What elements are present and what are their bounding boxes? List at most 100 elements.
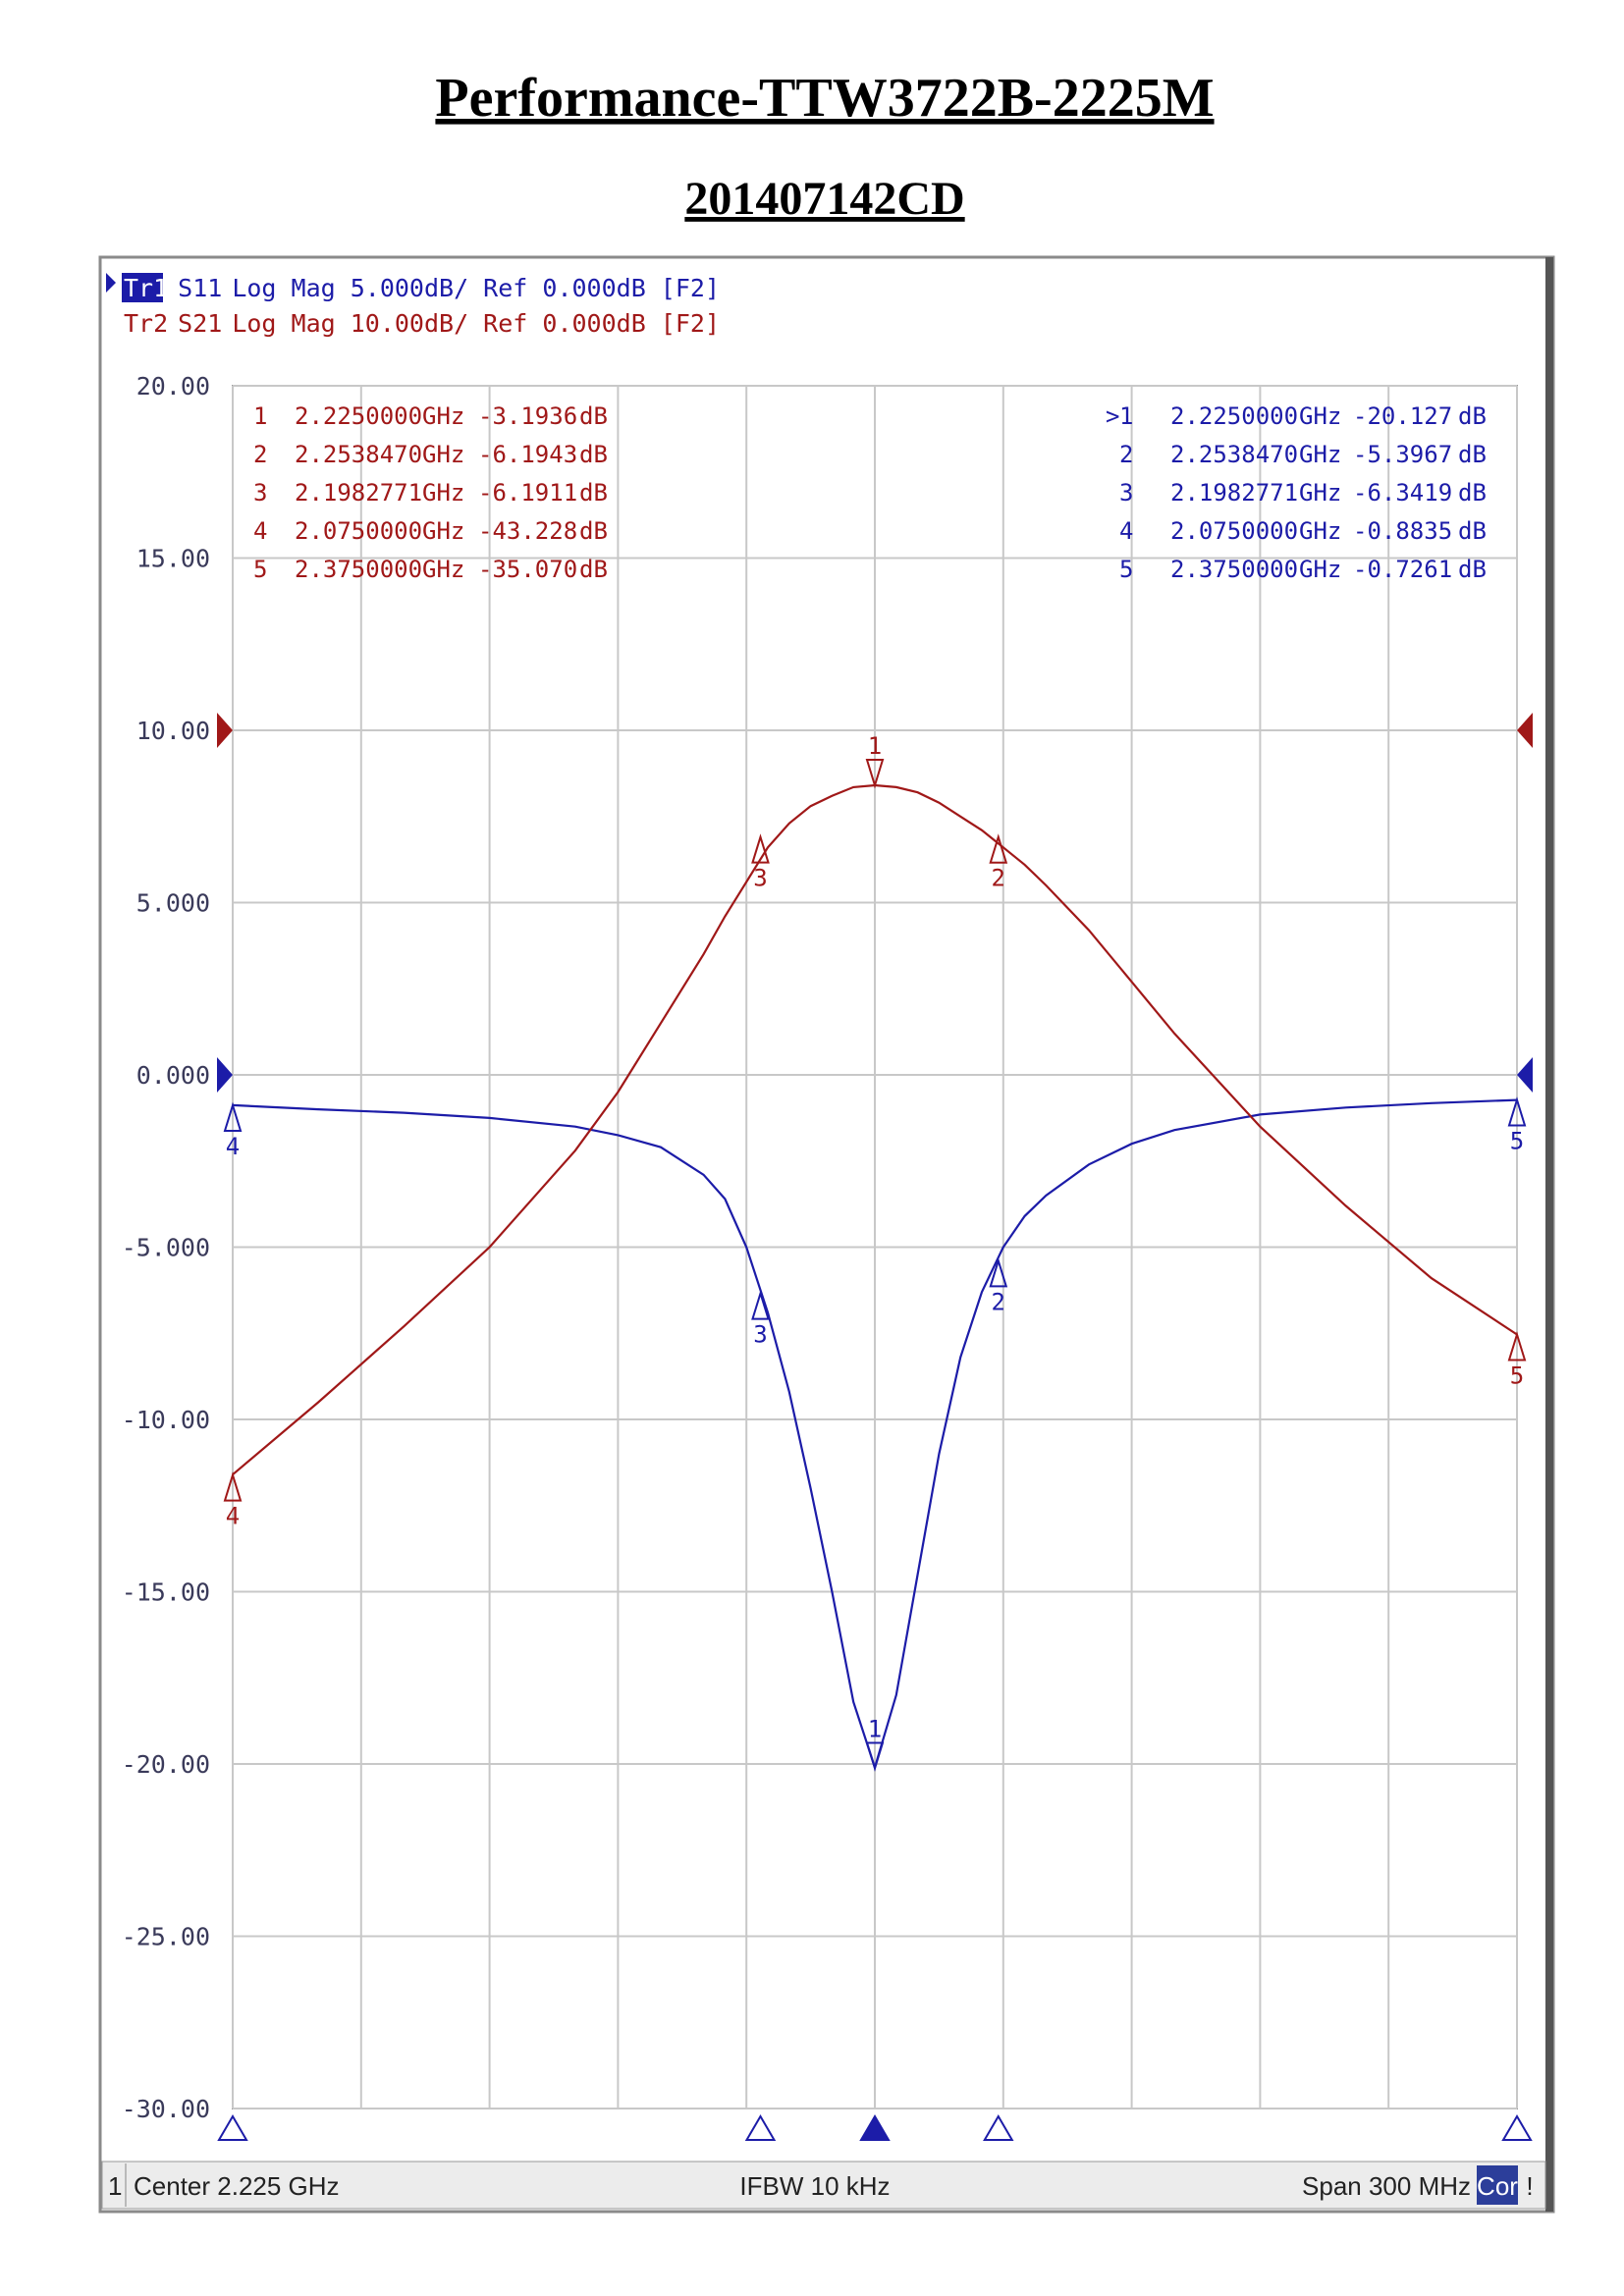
marker-value: -0.8835 xyxy=(1353,517,1452,545)
marker-value: -35.070 xyxy=(478,556,577,583)
marker-number: 5 xyxy=(1510,1362,1524,1389)
marker-value: -6.3419 xyxy=(1353,479,1452,507)
marker-row: 1 2.2250000GHz -3.1936dB xyxy=(253,402,608,430)
marker-row: 2 2.2538470GHz -5.3967 dB xyxy=(1119,441,1487,468)
unit: dB xyxy=(579,479,608,507)
y-tick-label: 5.000 xyxy=(136,889,210,918)
marker-id: 3 xyxy=(253,479,267,507)
marker-glyph xyxy=(751,833,770,864)
marker-row: 5 2.3750000GHz -35.070dB xyxy=(253,556,608,583)
unit: GHz xyxy=(1299,556,1341,583)
unit: dB xyxy=(579,517,608,545)
y-tick-label: -10.00 xyxy=(122,1406,210,1434)
y-tick-label: -15.00 xyxy=(122,1578,210,1607)
stimulus-marker xyxy=(217,2114,248,2141)
status-ifbw: IFBW 10 kHz xyxy=(739,2171,890,2201)
marker-glyph xyxy=(751,1290,770,1320)
unit: GHz xyxy=(422,441,464,468)
marker-id: 5 xyxy=(1119,556,1133,583)
y-tick-label: -20.00 xyxy=(122,1750,210,1779)
stimulus-marker xyxy=(859,2114,891,2141)
unit: GHz xyxy=(1299,517,1341,545)
marker-id: 4 xyxy=(253,517,267,545)
marker-freq: 2.2250000 xyxy=(295,402,422,430)
trace-name: S11 xyxy=(178,274,222,302)
marker-value: -20.127 xyxy=(1353,402,1452,430)
y-tick-label: 20.00 xyxy=(136,372,210,400)
marker-freq: 2.3750000 xyxy=(295,556,422,583)
marker-value: -43.228 xyxy=(478,517,577,545)
trace-id: Tr2 xyxy=(124,309,168,338)
marker-glyph xyxy=(1507,1331,1527,1362)
marker-number: 1 xyxy=(868,732,882,760)
marker-row: >1 2.2250000GHz -20.127 dB xyxy=(1106,402,1487,430)
chart-subtitle: 201407142CD xyxy=(684,173,964,225)
marker-id: 2 xyxy=(253,441,267,468)
marker-row: 3 2.1982771GHz -6.3419 dB xyxy=(1119,479,1487,507)
status-center: Center 2.225 GHz xyxy=(134,2171,340,2201)
marker-value: -6.1911 xyxy=(478,479,577,507)
marker-id: 2 xyxy=(1119,441,1133,468)
marker-glyph xyxy=(1507,1096,1527,1127)
marker-number: 2 xyxy=(992,1288,1005,1315)
y-tick-label: -30.00 xyxy=(122,2095,210,2123)
ref-marker xyxy=(217,713,233,748)
marker-glyph xyxy=(223,1101,243,1133)
marker-row: 5 2.3750000GHz -0.7261 dB xyxy=(1119,556,1487,583)
unit: dB xyxy=(1458,402,1487,430)
trace-header: Tr1 S11 Log Mag 5.000dB/ Ref 0.000dB [F2] xyxy=(124,274,720,302)
trace-highlight xyxy=(122,273,163,302)
unit: dB xyxy=(579,441,608,468)
y-tick-label: 10.00 xyxy=(136,717,210,745)
marker-row: 4 2.0750000GHz -43.228dB xyxy=(253,517,608,545)
y-tick-label: 0.000 xyxy=(136,1061,210,1090)
status-span: Span 300 MHz xyxy=(1302,2171,1471,2201)
marker-number: 3 xyxy=(753,865,767,892)
y-tick-label: -5.000 xyxy=(122,1234,210,1262)
trace-format: Log Mag 10.00dB/ Ref 0.000dB [F2] xyxy=(232,309,720,338)
marker-number: 4 xyxy=(226,1133,240,1160)
stimulus-marker xyxy=(1501,2114,1533,2141)
unit: GHz xyxy=(422,402,464,430)
marker-number: 3 xyxy=(753,1321,767,1349)
marker-number: 4 xyxy=(226,1503,240,1530)
stimulus-marker xyxy=(983,2114,1014,2141)
marker-value: -0.7261 xyxy=(1353,556,1452,583)
marker-freq: 2.2250000 xyxy=(1170,402,1298,430)
marker-number: 1 xyxy=(868,1715,882,1742)
unit: dB xyxy=(1458,556,1487,583)
marker-glyph xyxy=(989,833,1008,864)
unit: GHz xyxy=(1299,479,1341,507)
marker-id: 5 xyxy=(253,556,267,583)
unit: dB xyxy=(579,556,608,583)
marker-row: 2 2.2538470GHz -6.1943dB xyxy=(253,441,608,468)
unit: GHz xyxy=(422,556,464,583)
ref-marker xyxy=(1517,713,1533,748)
trace-header: Tr2 S21 Log Mag 10.00dB/ Ref 0.000dB [F2] xyxy=(124,309,720,338)
y-tick-label: 15.00 xyxy=(136,545,210,573)
marker-freq: 2.0750000 xyxy=(295,517,422,545)
unit: GHz xyxy=(1299,402,1341,430)
marker-id: 3 xyxy=(1119,479,1133,507)
trace-format: Log Mag 5.000dB/ Ref 0.000dB [F2] xyxy=(232,274,720,302)
stimulus-marker xyxy=(744,2114,777,2141)
marker-id: 1 xyxy=(253,402,267,430)
frame-edge xyxy=(1545,257,1553,2212)
status-warn: ! xyxy=(1526,2171,1533,2201)
marker-value: -6.1943 xyxy=(478,441,577,468)
marker-row: 3 2.1982771GHz -6.1911dB xyxy=(253,479,608,507)
unit: GHz xyxy=(1299,441,1341,468)
marker-freq: 2.1982771 xyxy=(295,479,422,507)
marker-glyph xyxy=(223,1471,243,1502)
ref-marker xyxy=(217,1057,233,1093)
unit: dB xyxy=(1458,479,1487,507)
unit: dB xyxy=(1458,517,1487,545)
marker-glyph xyxy=(865,759,885,789)
marker-id: 1 xyxy=(1119,402,1133,430)
marker-value: -3.1936 xyxy=(478,402,577,430)
y-tick-label: -25.00 xyxy=(122,1923,210,1951)
active-prefix: > xyxy=(1106,402,1119,430)
cor-box xyxy=(1477,2165,1518,2205)
